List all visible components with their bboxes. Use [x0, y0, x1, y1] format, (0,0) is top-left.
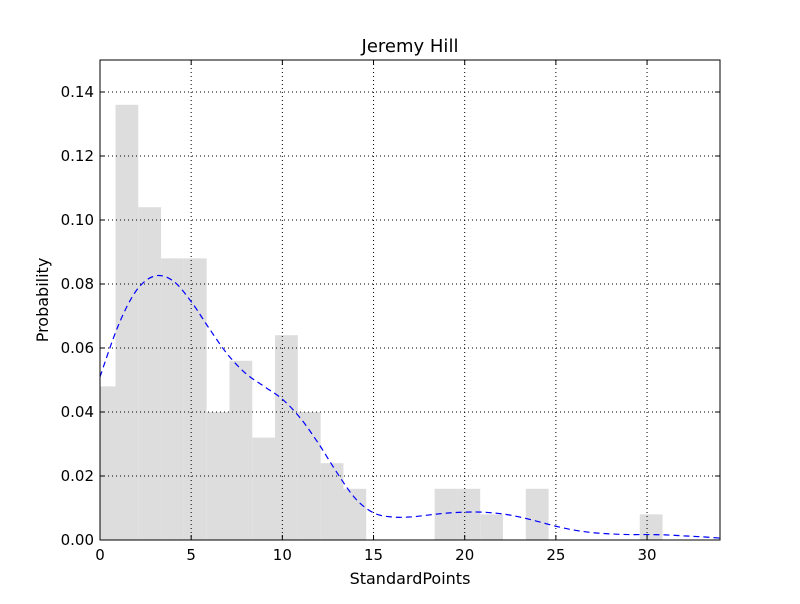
x-tick-label: 30 [638, 546, 657, 564]
x-tick-label: 25 [546, 546, 565, 564]
grid-layer [100, 60, 720, 540]
histogram-bar [161, 258, 184, 540]
histogram-bar [525, 488, 549, 540]
y-tick-label: 0.10 [61, 211, 94, 229]
histogram-bar [343, 488, 367, 540]
y-tick-label: 0.04 [61, 403, 94, 421]
y-tick-label: 0.14 [61, 83, 94, 101]
y-axis-label: Probability [33, 258, 52, 343]
x-tick-label: 5 [186, 546, 196, 564]
x-axis-label: StandardPoints [350, 569, 471, 588]
y-tick-label: 0.12 [61, 147, 94, 165]
histogram-bar [275, 335, 298, 540]
histogram-bar [457, 488, 481, 540]
histogram-bar [297, 412, 321, 540]
x-tick-label: 20 [455, 546, 474, 564]
plot-frame [99, 59, 721, 541]
bars-layer [100, 104, 663, 541]
density-curve [99, 274, 721, 539]
chart-title: Jeremy Hill [361, 36, 459, 57]
histogram-bar [138, 207, 162, 540]
histogram-bar [480, 514, 503, 540]
y-tick-label: 0.00 [61, 531, 94, 549]
x-tick-label: 10 [273, 546, 292, 564]
histogram-bar [115, 104, 139, 541]
ticks-layer: 0 5 10 15 20 25 30 0.00 0.02 0.04 0.06 0.08 0.10 0.12… [61, 60, 720, 564]
histogram-bar [206, 412, 230, 540]
histogram-bar [434, 488, 458, 540]
histogram-bar [252, 437, 276, 540]
density-layer [99, 274, 721, 539]
y-tick-label: 0.08 [61, 275, 94, 293]
y-tick-label: 0.06 [61, 339, 94, 357]
histogram-bar [639, 514, 663, 540]
y-tick-label: 0.02 [61, 467, 94, 485]
x-tick-label: 0 [95, 546, 105, 564]
x-tick-label: 15 [364, 546, 383, 564]
histogram-bar [183, 258, 207, 540]
histogram-bar [229, 360, 253, 540]
histogram-bar [100, 386, 116, 540]
histogram-bar [320, 463, 344, 540]
